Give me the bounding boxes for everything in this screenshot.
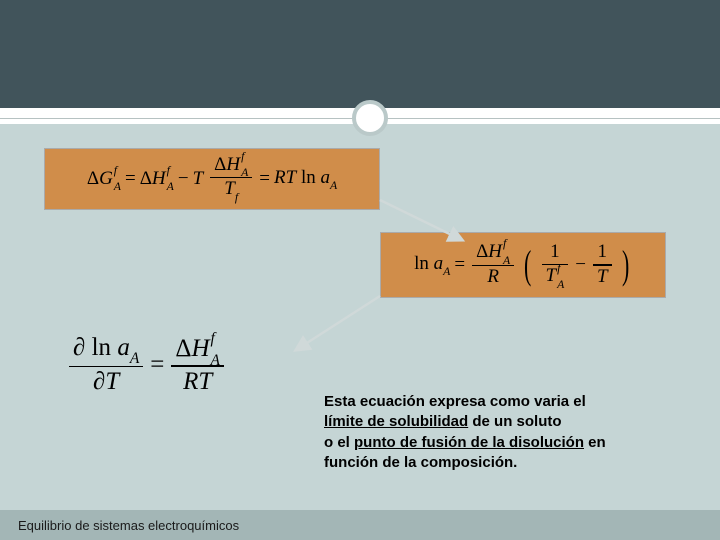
equation-box-1: ΔGfA = ΔHfA − T ΔHfA Tf = RT ln aA xyxy=(44,148,380,210)
desc-line3b: en xyxy=(584,434,606,451)
desc-line2b: de un soluto xyxy=(468,413,561,430)
footer-text: Equilibrio de sistemas electroquímicos xyxy=(18,518,239,533)
desc-underline-2: punto de fusión de la disolución xyxy=(354,434,584,451)
desc-line1: Esta ecuación expresa como varia el xyxy=(324,393,586,410)
header-dark-band xyxy=(0,0,720,108)
desc-line3a: o el xyxy=(324,434,354,451)
slide-footer: Equilibrio de sistemas electroquímicos xyxy=(0,510,720,540)
description-text: Esta ecuación expresa como varia el lími… xyxy=(324,392,696,473)
equation-box-2: ln aA = ΔHfA R ( 1 TfA − 1 T ) xyxy=(380,232,666,298)
slide: ΔGfA = ΔHfA − T ΔHfA Tf = RT ln aA ln aA… xyxy=(0,0,720,540)
equation-1: ΔGfA = ΔHfA − T ΔHfA Tf = RT ln aA xyxy=(87,155,337,203)
equation-2: ln aA = ΔHfA R ( 1 TfA − 1 T ) xyxy=(414,242,632,287)
equation-3: ∂ ln aA ∂T = ΔHfA RT xyxy=(66,330,326,400)
desc-underline-1: límite de solubilidad xyxy=(324,413,468,430)
title-ring-icon xyxy=(352,100,388,136)
desc-line4: función de la composición. xyxy=(324,454,517,471)
